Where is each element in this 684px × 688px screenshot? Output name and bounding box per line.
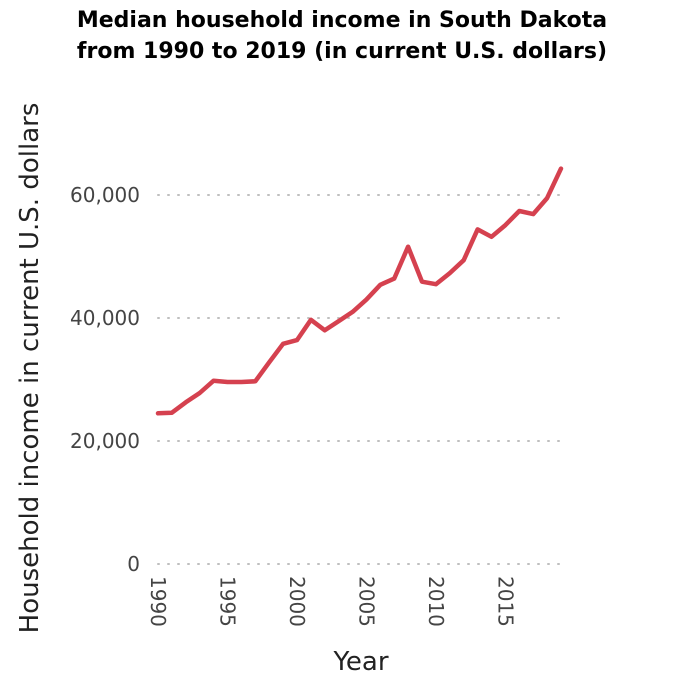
y-axis-ticks: 0 20,000 40,000 60,000	[70, 183, 140, 576]
x-tick-label: 2015	[493, 576, 517, 627]
gridlines	[157, 194, 562, 565]
income-series-line	[155, 166, 564, 416]
y-tick-label: 40,000	[70, 306, 140, 330]
y-tick-label: 60,000	[70, 183, 140, 207]
x-tick-label: 2000	[285, 576, 309, 627]
chart-title-line-1: Median household income in South Dakota	[77, 8, 607, 33]
x-tick-label: 2010	[424, 576, 448, 627]
y-tick-label: 0	[127, 552, 140, 576]
x-axis-label: Year	[332, 647, 388, 677]
x-tick-label: 1995	[215, 576, 239, 627]
x-tick-label: 2005	[354, 576, 378, 627]
x-axis-ticks: 1990 1995 2000 2005 2010 2015	[146, 576, 517, 627]
chart-title-line-2: from 1990 to 2019 (in current U.S. dolla…	[77, 39, 607, 64]
y-tick-label: 20,000	[70, 429, 140, 453]
y-axis-label: Household income in current U.S. dollars	[15, 103, 45, 634]
x-tick-label: 1990	[146, 576, 170, 627]
